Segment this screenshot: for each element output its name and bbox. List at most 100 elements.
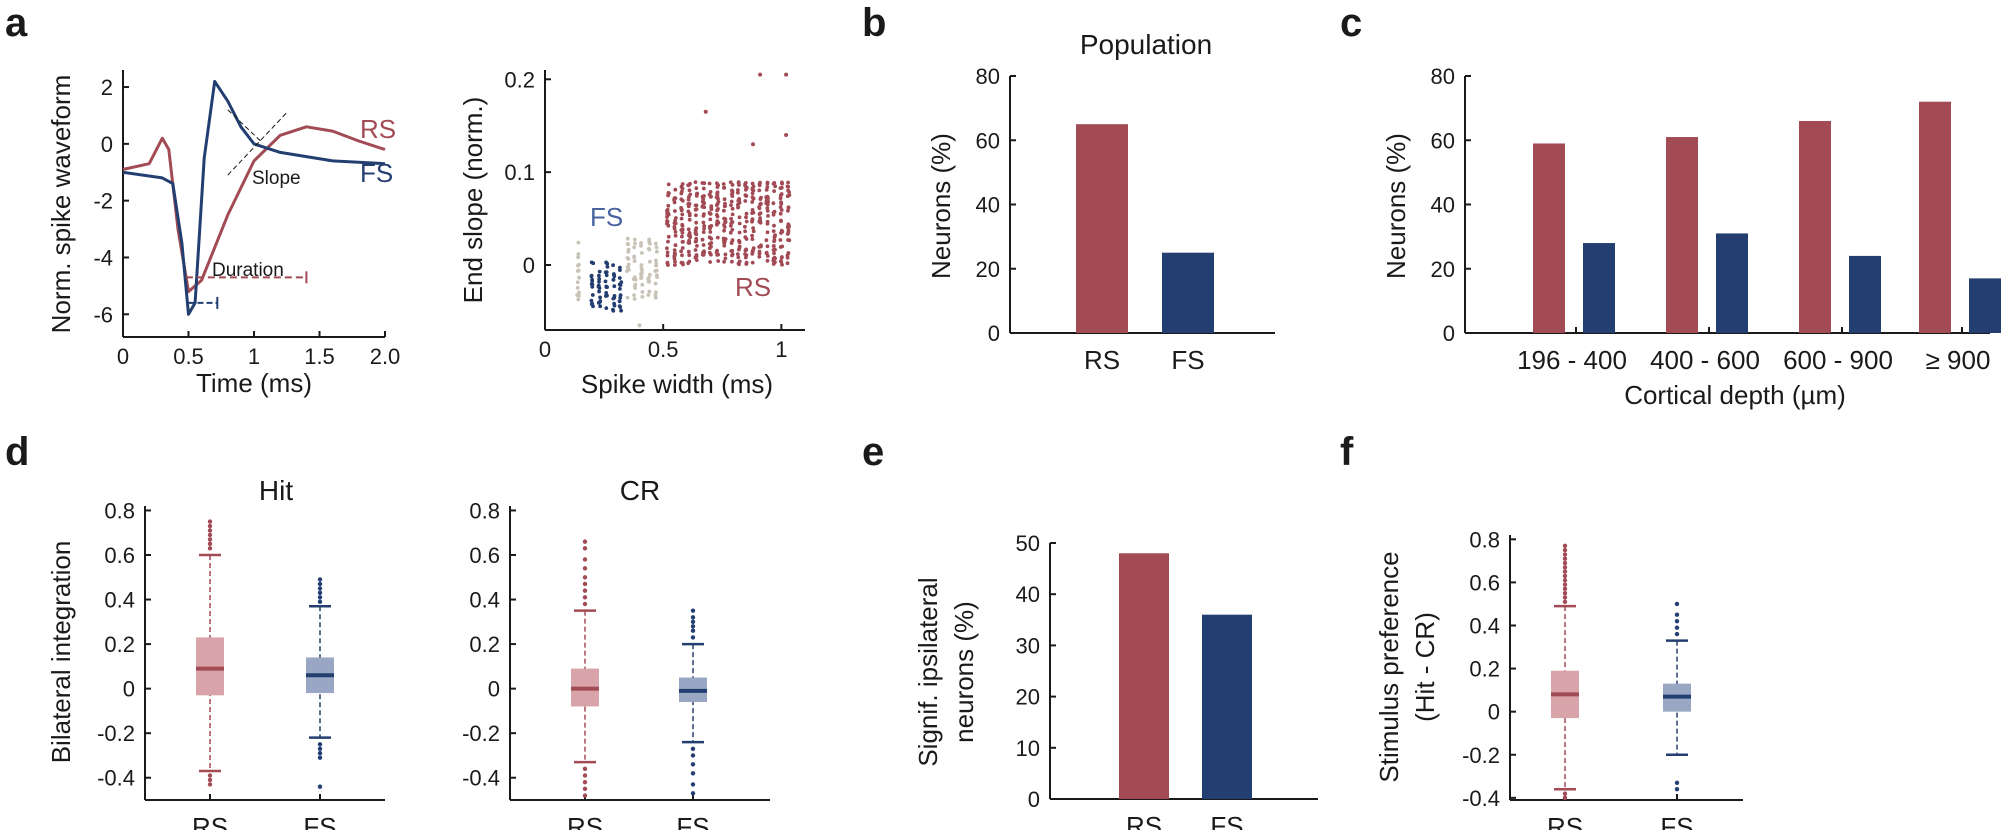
cr-flier xyxy=(582,766,588,772)
scatter-point xyxy=(736,198,741,203)
scatter-point xyxy=(744,219,749,224)
scatter-point xyxy=(723,204,727,208)
scatter-point xyxy=(679,191,684,196)
scatter-point xyxy=(686,249,691,254)
scatter-point xyxy=(736,255,741,260)
depth-ytick-label: 60 xyxy=(1431,128,1455,153)
scatter-point xyxy=(764,251,769,256)
scatter-point xyxy=(772,189,776,194)
hit-flier xyxy=(207,523,213,529)
scatter-point xyxy=(737,259,742,264)
preference-flier xyxy=(1562,552,1568,557)
depth-bar-fs xyxy=(1849,255,1881,333)
cr-flier xyxy=(690,762,696,767)
scatter-point xyxy=(765,195,770,199)
scatter-point xyxy=(687,253,692,258)
scatter-point xyxy=(702,226,706,231)
preference-flier xyxy=(1562,560,1568,566)
population-ytick-label: 20 xyxy=(976,257,1000,282)
scatter-point xyxy=(673,233,678,238)
ipsilateral-category-label: RS xyxy=(1126,811,1162,830)
scatter-point xyxy=(673,221,678,226)
preference-flier xyxy=(1562,590,1568,596)
scatter-point xyxy=(730,259,734,264)
scatter-point xyxy=(765,244,770,249)
scatter-point xyxy=(787,238,792,243)
cr-flier xyxy=(690,624,696,629)
scatter-point xyxy=(750,211,754,216)
scatter-point xyxy=(665,261,670,266)
scatter-point xyxy=(655,249,659,254)
preference-ytick-label: 0 xyxy=(1488,700,1500,725)
scatter-point xyxy=(640,290,645,294)
scatter-point xyxy=(666,182,671,187)
depth-bar-fs xyxy=(1716,233,1748,333)
preference-flier xyxy=(1674,787,1680,792)
hit-flier xyxy=(207,528,213,533)
scatter-point xyxy=(688,192,693,197)
population-title: Population xyxy=(1080,29,1212,60)
scatter-point xyxy=(577,275,581,280)
population-bar-fs xyxy=(1162,252,1214,333)
scatter-point xyxy=(737,221,742,226)
scatter-point xyxy=(728,180,733,185)
scatter-point xyxy=(604,306,609,310)
scatter-point xyxy=(708,211,712,216)
ipsilateral-ytick-label: 40 xyxy=(1016,582,1040,607)
preference-flier xyxy=(1674,601,1680,607)
scatter-point xyxy=(723,220,728,224)
scatter-point xyxy=(666,239,670,244)
scatter-point xyxy=(715,220,719,225)
preference-ytick-label: 0.2 xyxy=(1469,657,1500,682)
scatter-point xyxy=(680,198,685,203)
depth-bar-fs xyxy=(1969,278,2001,333)
ipsilateral-category-label: FS xyxy=(1210,811,1243,830)
waveform-label-rs: RS xyxy=(360,114,396,144)
preference-ytick-label: -0.4 xyxy=(1462,786,1500,811)
scatter-point xyxy=(722,225,727,229)
scatter-point xyxy=(700,204,705,209)
slope-label: Slope xyxy=(252,168,301,189)
depth-category-label: 196 - 400 xyxy=(1517,345,1627,375)
population-ytick-label: 80 xyxy=(976,64,1000,89)
scatter-point xyxy=(773,184,778,189)
scatter-point xyxy=(765,230,770,235)
scatter-point xyxy=(654,258,658,263)
scatter-point xyxy=(750,250,755,255)
scatter-outlier-point xyxy=(637,323,642,328)
scatter-point xyxy=(785,261,790,266)
depth-bar-fs xyxy=(1583,243,1615,333)
scatter-point xyxy=(633,282,638,287)
scatter-point xyxy=(665,253,670,258)
scatter-point xyxy=(680,246,685,250)
scatter-point xyxy=(576,263,580,268)
scatter-point xyxy=(744,186,749,191)
scatter-point xyxy=(632,245,637,250)
scatter-point xyxy=(708,190,713,194)
cr-flier xyxy=(690,619,696,625)
scatter-point xyxy=(640,268,644,272)
scatter-point xyxy=(687,231,692,235)
scatter-point xyxy=(786,180,790,185)
scatter-outlier-point xyxy=(784,133,789,137)
hit-ytick-label: -0.2 xyxy=(97,721,135,746)
scatter-point xyxy=(765,180,770,185)
scatter-point xyxy=(653,293,658,297)
scatter-point xyxy=(603,279,608,284)
scatter-point xyxy=(765,221,770,226)
ipsilateral-bar-rs xyxy=(1119,553,1169,799)
scatter-point xyxy=(730,194,735,199)
scatter-point xyxy=(693,255,698,260)
scatter-point xyxy=(575,293,580,298)
hit-flier xyxy=(317,784,323,789)
scatter-point xyxy=(744,211,749,216)
scatter-point xyxy=(597,279,601,284)
scatter-point xyxy=(771,244,776,249)
hit-flier xyxy=(207,541,213,547)
scatter-point xyxy=(639,275,644,280)
hit-flier xyxy=(317,742,323,747)
scatter-point xyxy=(786,225,790,230)
ipsilateral-ytick-label: 10 xyxy=(1016,736,1040,761)
scatter-point xyxy=(708,195,713,199)
scatter-point xyxy=(744,215,748,220)
